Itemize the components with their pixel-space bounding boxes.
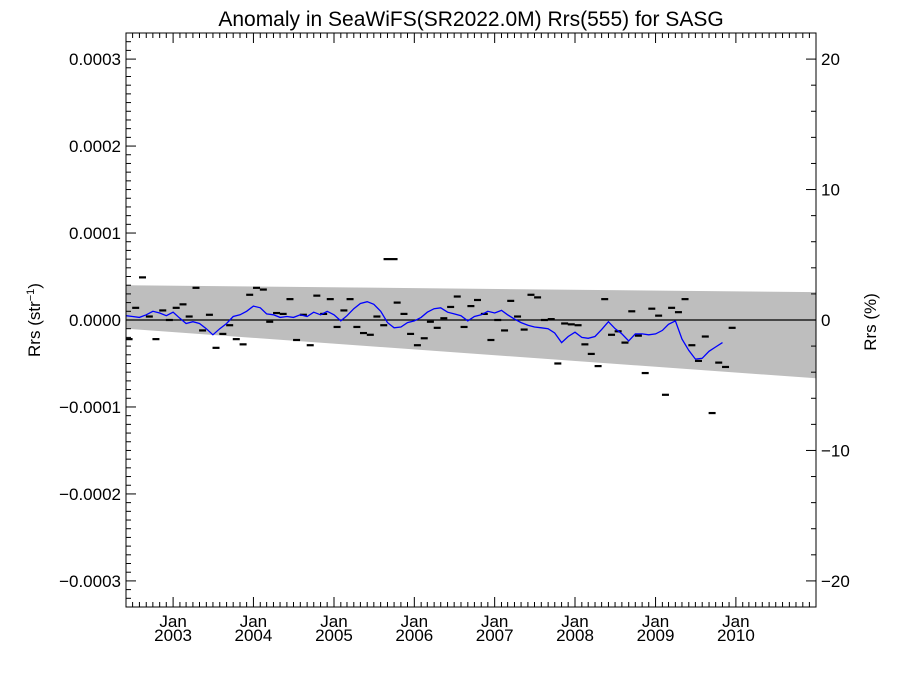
y-axis-label: Rrs (str−1) xyxy=(25,283,44,357)
plot-area xyxy=(126,285,816,379)
y2-tick-label: 20 xyxy=(821,50,840,69)
x-tick-month-label: Jan xyxy=(320,612,347,631)
y-axis-label-superscript: −1 xyxy=(25,289,37,302)
x-tick-month-label: Jan xyxy=(159,612,186,631)
y-axis-label-text: Rrs (str xyxy=(25,301,44,357)
x-tick-year-label: 2010 xyxy=(717,626,755,645)
y2-tick-label: −20 xyxy=(821,572,850,591)
x-tick-year-label: 2003 xyxy=(154,626,192,645)
y-tick-label: 0.0001 xyxy=(69,224,121,243)
running-mean-line xyxy=(125,301,723,360)
x-tick-month-label: Jan xyxy=(642,612,669,631)
uncertainty-envelope xyxy=(126,285,816,379)
y2-axis-label: Rrs (%) xyxy=(861,293,880,351)
y-tick-label: 0.0000 xyxy=(69,311,121,330)
y2-tick-label: −10 xyxy=(821,441,850,460)
x-tick-year-label: 2006 xyxy=(395,626,433,645)
y2-tick-label: 0 xyxy=(821,311,830,330)
x-tick-month-label: Jan xyxy=(722,612,749,631)
y-tick-label: −0.0002 xyxy=(59,485,121,504)
x-tick-year-label: 2007 xyxy=(476,626,514,645)
y-tick-label: −0.0003 xyxy=(59,572,121,591)
x-tick-year-label: 2005 xyxy=(315,626,353,645)
x-tick-year-label: 2004 xyxy=(235,626,273,645)
chart-title: Anomaly in SeaWiFS(SR2022.0M) Rrs(555) f… xyxy=(218,8,723,31)
y-tick-label: −0.0001 xyxy=(59,398,121,417)
y-tick-label: 0.0002 xyxy=(69,137,121,156)
y-tick-label: 0.0003 xyxy=(69,50,121,69)
y-axis-label-close: ) xyxy=(25,283,44,289)
y2-tick-label: 10 xyxy=(821,181,840,200)
axes: 0.0003 0.0002 0.0001 0.0000 −0.0001 −0.0002 −0… xyxy=(59,32,850,645)
x-tick-month-label: Jan xyxy=(561,612,588,631)
data-marks xyxy=(125,258,736,415)
x-tick-month-label: Jan xyxy=(240,612,267,631)
x-tick-month-label: Jan xyxy=(481,612,508,631)
x-tick-year-label: 2009 xyxy=(637,626,675,645)
x-tick-year-label: 2008 xyxy=(556,626,594,645)
x-tick-month-label: Jan xyxy=(401,612,428,631)
